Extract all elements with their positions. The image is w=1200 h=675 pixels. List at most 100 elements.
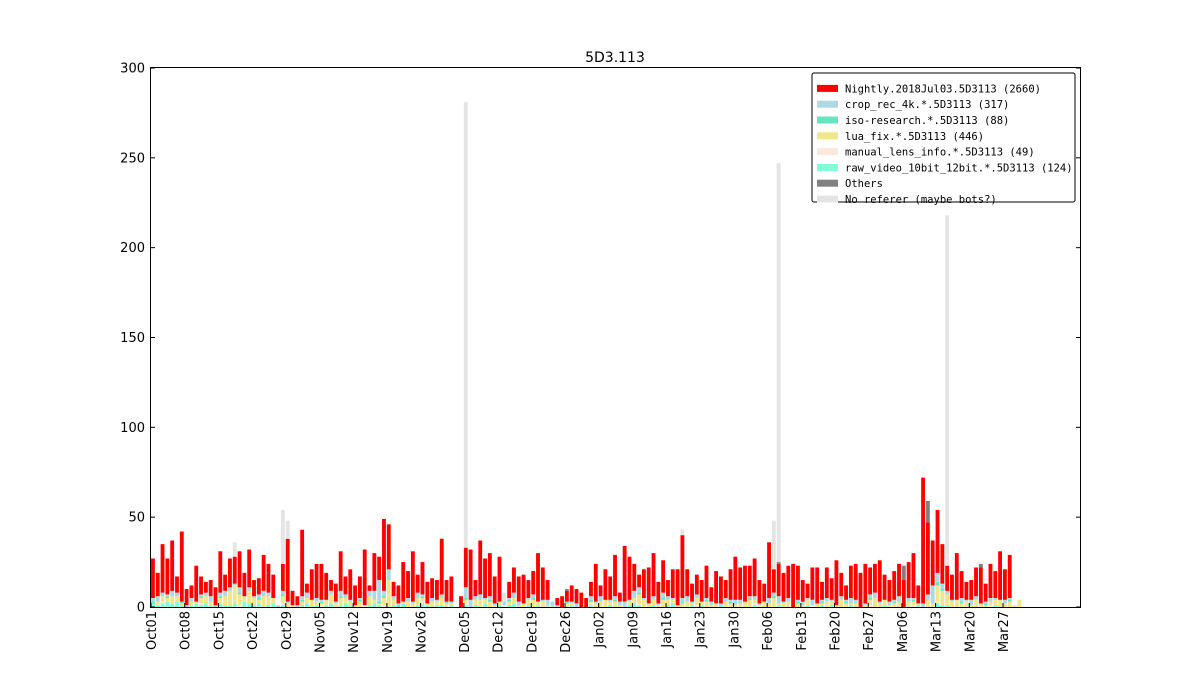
bar-segment-s3-d120	[728, 601, 733, 604]
bar-segment-s4-d46	[372, 590, 377, 600]
bar-segment-s2-d131	[781, 603, 786, 607]
bar-segment-s0-d22	[256, 603, 261, 607]
bar-segment-s4-d22	[256, 594, 261, 599]
bar-segment-s5-d9	[194, 565, 199, 602]
bar-segment-s2-d75	[512, 598, 516, 604]
bar-segment-s5-d60	[439, 538, 444, 595]
bar-segment-s3-d154	[892, 601, 897, 604]
bar-segment-s4-d100	[632, 590, 637, 599]
bar-segment-s4-d162	[930, 585, 935, 604]
bar-segment-s5-d108	[670, 569, 675, 599]
bar-segment-s2-d106	[661, 599, 666, 607]
bar-segment-s2-d20	[247, 590, 252, 604]
bar-segment-s0-d55	[415, 605, 420, 607]
bar-segment-s2-d111	[685, 601, 690, 607]
bar-segment-s2-d91	[589, 601, 593, 604]
bar-segment-s4-d65	[463, 587, 468, 599]
bar-segment-s4-d153	[887, 601, 892, 606]
bar-segment-s4-d178	[1007, 598, 1012, 600]
legend-swatch	[817, 100, 838, 108]
bar-segment-s4-d111	[685, 596, 690, 602]
bar-segment-s5-d142	[834, 560, 839, 606]
bar-segment-s4-d113	[694, 594, 699, 599]
bar-segment-s5-d64	[459, 596, 463, 607]
bar-segment-s2-d27	[280, 596, 285, 604]
bar-segment-s2-d145	[848, 603, 853, 606]
bar-segment-s0-d17	[232, 603, 237, 607]
bar-segment-s2-d112	[690, 603, 694, 606]
bar-segment-s0-d165	[945, 605, 950, 607]
bar-segment-s0-d41	[348, 605, 353, 607]
bar-segment-s2-d149	[868, 599, 873, 606]
bar-segment-s0-d36	[324, 605, 329, 607]
bar-segment-s2-d152	[882, 599, 887, 606]
bar-segment-s0-d46	[372, 603, 377, 607]
bar-segment-s4-d112	[690, 601, 694, 604]
bar-segment-s5-d101	[637, 574, 642, 588]
bar-segment-s0-d25	[271, 603, 276, 607]
bar-segment-s1-d73	[502, 605, 507, 607]
legend-label: No referer (maybe bots?)	[845, 194, 997, 206]
bar-segment-s0-d45	[367, 605, 372, 607]
bar-segment-s5-d97	[617, 592, 622, 602]
bar-segment-s2-d151	[877, 603, 882, 607]
bar-segment-s5-d140	[824, 567, 829, 599]
bar-segment-s2-d58	[430, 601, 435, 607]
bar-segment-s2-d92	[593, 603, 598, 607]
bar-segment-s5-d65	[463, 547, 468, 588]
bar-segment-s2-d105	[656, 605, 661, 607]
bar-segment-s4-d10	[199, 594, 203, 597]
bar-segment-s0-d20	[247, 603, 252, 607]
x-tick-label: Feb20	[829, 611, 844, 651]
bar-segment-s0-d40	[343, 603, 348, 607]
bar-segment-s2-d165	[945, 594, 950, 606]
bar-segment-s4-d125	[752, 596, 757, 600]
bar-segment-s3-d48	[382, 596, 386, 599]
bar-segment-s5-d16	[228, 558, 232, 588]
bar-segment-s5-d177	[1002, 569, 1007, 600]
bar-segment-s2-d68	[478, 599, 483, 607]
bar-segment-s2-d8	[189, 601, 194, 606]
bar-segment-s0-d80	[536, 605, 540, 607]
bar-segment-s2-d127	[762, 601, 767, 607]
bar-segment-s5-d46	[372, 553, 377, 591]
bar-segment-s5-d162	[930, 540, 935, 586]
bar-segment-s4-d24	[266, 592, 271, 597]
bar-segment-s1-d65	[463, 603, 468, 606]
bar-segment-s5-d90	[584, 598, 589, 607]
bar-segment-s4-d155	[897, 596, 901, 602]
bar-segment-s5-d24	[266, 563, 271, 593]
bar-segment-s2-d150	[873, 598, 877, 607]
bar-segment-s5-d122	[738, 567, 743, 600]
bar-segment-s5-d59	[434, 580, 439, 600]
bar-segment-s2-d144	[844, 603, 848, 607]
bar-segment-s3-d164	[940, 589, 945, 591]
bar-segment-s1-d91	[589, 603, 593, 606]
bar-segment-s0-d112	[690, 605, 694, 607]
bar-segment-s5-d94	[603, 569, 608, 600]
bar-segment-s4-d12	[208, 596, 213, 602]
bar-segment-s2-d49	[386, 580, 391, 607]
bar-segment-s6-d161	[925, 501, 930, 523]
bar-segment-s2-d130	[776, 603, 781, 606]
bar-segment-s2-d162	[930, 603, 935, 607]
bar-segment-s5-d130	[776, 563, 781, 597]
bar-segment-s0-d67	[473, 605, 478, 607]
bar-segment-s5-d29	[290, 590, 295, 606]
bar-segment-s4-d56	[420, 594, 425, 597]
bar-segment-s5-d57	[425, 581, 430, 604]
bar-segment-s4-d177	[1002, 599, 1007, 604]
bar-segment-s5-d41	[348, 569, 353, 600]
bar-segment-s2-d95	[608, 601, 613, 606]
bar-segment-s0-d4	[170, 603, 175, 607]
bar-segment-s2-d61	[444, 603, 449, 607]
bar-segment-s5-d114	[699, 580, 704, 602]
bar-segment-s4-d98	[622, 601, 627, 607]
bar-segment-s5-d175	[993, 571, 998, 599]
bar-segment-s5-d125	[752, 558, 757, 597]
bar-segment-s5-d12	[208, 580, 213, 597]
bar-segment-s6-d172	[978, 563, 983, 568]
bar-segment-s4-d104	[651, 596, 656, 600]
bar-segment-s5-d44	[362, 549, 367, 606]
bar-segment-s2-d39	[338, 598, 343, 606]
